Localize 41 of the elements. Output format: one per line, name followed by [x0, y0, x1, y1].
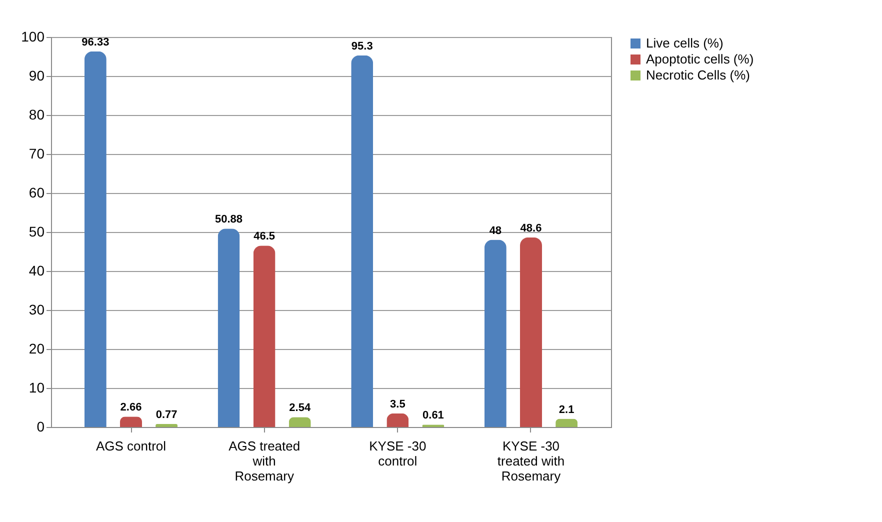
data-label: 96.33 — [82, 36, 110, 48]
y-tick-label: 90 — [28, 68, 45, 84]
x-tick-label: KYSE -30 treated with Rosemary — [497, 438, 565, 484]
x-tick-label: AGS treated with Rosemary — [228, 438, 300, 484]
legend-label: Apoptotic cells (%) — [646, 52, 754, 66]
bar — [520, 237, 542, 427]
x-tick-label: AGS control — [96, 438, 166, 454]
bar — [84, 51, 106, 427]
y-tick-label: 20 — [28, 340, 45, 356]
y-tick-label: 50 — [28, 224, 45, 240]
data-label: 48.6 — [520, 222, 542, 234]
data-label: 2.1 — [558, 404, 574, 416]
y-tick-label: 30 — [28, 302, 45, 318]
data-label: 3.5 — [390, 398, 406, 410]
data-label: 0.61 — [422, 410, 444, 422]
data-label: 48 — [489, 224, 502, 237]
legend-label: Live cells (%) — [646, 36, 724, 50]
bar — [351, 55, 374, 427]
y-tick-label: 60 — [28, 184, 45, 200]
bar — [556, 418, 578, 427]
data-label: 95.3 — [351, 40, 373, 52]
bar — [484, 240, 506, 427]
bar — [156, 424, 178, 427]
y-tick-label: 70 — [28, 146, 45, 162]
data-label: 0.77 — [156, 408, 178, 421]
bar — [120, 416, 142, 427]
data-label: 46.5 — [254, 230, 276, 243]
data-label: 2.66 — [120, 402, 142, 414]
bar — [386, 413, 409, 427]
x-tick-label: KYSE -30 control — [369, 438, 426, 468]
y-tick-label: 80 — [28, 106, 45, 122]
bar — [218, 228, 240, 427]
data-label: 50.88 — [215, 214, 243, 226]
y-tick-label: 10 — [28, 380, 45, 396]
data-label: 2.54 — [289, 402, 312, 414]
bar — [288, 417, 311, 427]
bar — [253, 246, 276, 427]
legend-label: Necrotic Cells (%) — [646, 68, 750, 82]
y-tick-label: 100 — [21, 28, 45, 44]
y-tick-label: 0 — [36, 418, 45, 434]
y-tick-label: 40 — [28, 262, 45, 278]
